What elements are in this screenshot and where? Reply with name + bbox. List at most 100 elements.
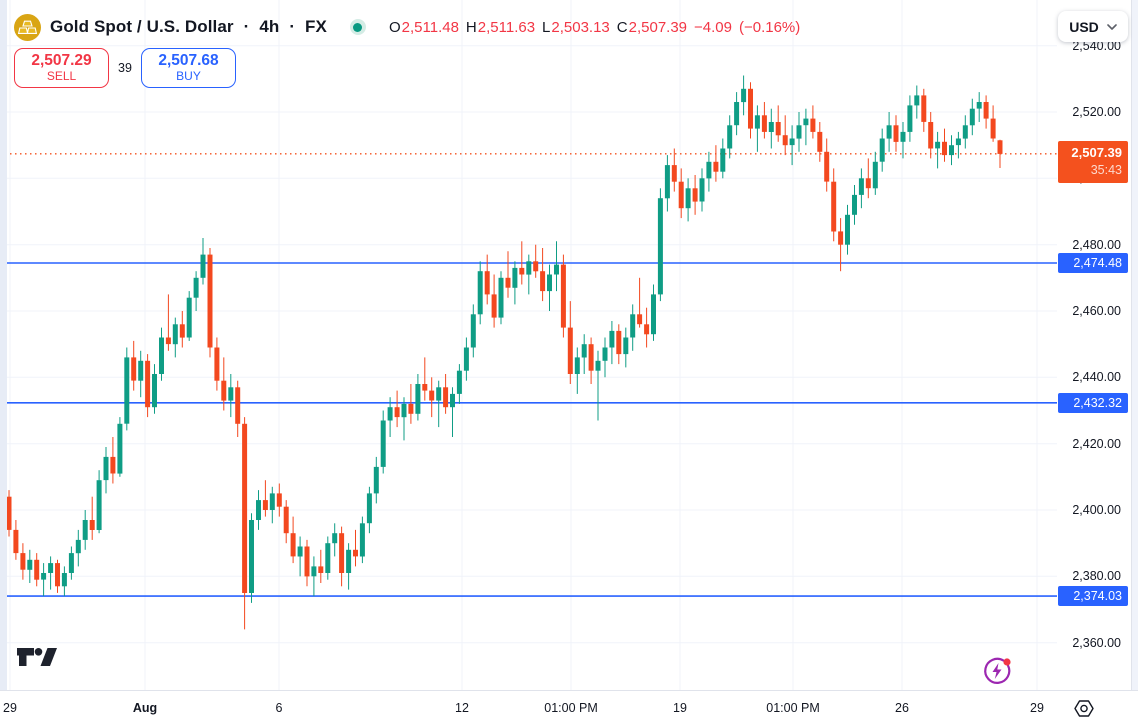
sell-label: SELL <box>46 69 77 83</box>
candle <box>401 403 407 418</box>
tradingview-logo[interactable] <box>17 648 57 677</box>
candle <box>477 271 483 315</box>
sell-button[interactable]: 2,507.29 SELL <box>14 48 109 88</box>
left-edge-strip <box>0 0 7 727</box>
currency-selector[interactable]: USD <box>1058 11 1128 42</box>
market-status-icon[interactable] <box>349 19 366 35</box>
candle <box>949 145 954 156</box>
time-tick: 01:00 PM <box>766 701 820 715</box>
candle <box>13 529 19 554</box>
candle <box>470 314 476 348</box>
candle <box>318 566 324 573</box>
price-tick: 2,440.00 <box>1072 370 1121 385</box>
candle <box>907 105 913 132</box>
candle <box>567 327 573 374</box>
notification-badge <box>1003 658 1011 666</box>
time-axis[interactable]: 29 Aug 6 12 01:00 PM 19 01:00 PM 26 29 <box>0 690 1138 727</box>
chart-settings-icon[interactable] <box>1074 700 1094 722</box>
candle <box>526 261 532 275</box>
candle <box>768 122 774 132</box>
level-price-label: 2,474.48 <box>1058 252 1128 273</box>
signal-lightning-icon[interactable] <box>981 655 1013 687</box>
price-tick: 2,400.00 <box>1072 503 1121 517</box>
candle <box>560 264 566 328</box>
candle <box>262 500 268 510</box>
price-tick: 2,460.00 <box>1072 304 1121 318</box>
candle <box>366 493 372 524</box>
candle <box>463 347 469 371</box>
candle <box>256 500 261 520</box>
candle <box>623 337 629 355</box>
symbol-title[interactable]: Gold Spot / U.S. Dollar <box>50 17 234 36</box>
candle <box>713 161 719 172</box>
candle <box>165 337 171 345</box>
candle <box>602 347 608 361</box>
symbol-legend: Gold Spot / U.S. Dollar · 4h · FX O 2,511… <box>14 12 800 42</box>
price-tick: 2,540.00 <box>1072 38 1121 53</box>
candle <box>373 466 379 494</box>
candle <box>796 125 802 139</box>
candle <box>630 314 636 338</box>
candle <box>644 324 650 335</box>
candle <box>297 546 303 557</box>
last-price-value: 2,507.39 <box>1071 145 1122 161</box>
candle <box>290 533 296 557</box>
candle <box>727 125 733 149</box>
candle <box>990 118 996 139</box>
candle <box>186 297 192 338</box>
gold-symbol-icon <box>14 13 41 41</box>
candle <box>914 95 920 106</box>
candle <box>921 95 927 122</box>
candle <box>962 125 968 139</box>
candle <box>436 387 442 401</box>
interval-label[interactable]: 4h <box>259 17 280 36</box>
candle <box>484 271 490 295</box>
candle <box>48 563 54 573</box>
candle <box>353 549 358 557</box>
candle <box>117 423 123 474</box>
candle <box>124 357 130 424</box>
candle <box>6 496 12 530</box>
candle <box>983 102 989 119</box>
candle <box>664 165 670 199</box>
exchange-label[interactable]: FX <box>305 17 327 36</box>
candle <box>228 387 234 401</box>
candlestick-chart[interactable] <box>0 0 1057 690</box>
candle <box>110 456 116 474</box>
candle <box>415 384 421 414</box>
candle <box>172 324 178 345</box>
candle <box>41 573 47 580</box>
candle <box>893 125 899 142</box>
right-scroll-strip[interactable] <box>1131 0 1138 727</box>
time-tick: 26 <box>895 701 909 715</box>
time-tick: Aug <box>132 701 158 715</box>
candle <box>803 118 809 126</box>
time-tick: 01:00 PM <box>544 701 598 715</box>
candle <box>595 360 601 371</box>
close-key: C <box>616 18 628 36</box>
candle <box>283 506 289 534</box>
candle <box>657 198 663 295</box>
candle <box>429 390 435 401</box>
candle <box>498 277 504 318</box>
price-axis[interactable]: 2,507.39 35:43 2,540.002,520.002,500.002… <box>1057 0 1131 690</box>
candle <box>554 264 559 275</box>
candle <box>997 140 1003 154</box>
buy-label: BUY <box>176 69 201 83</box>
candle <box>519 267 525 275</box>
candle <box>706 161 712 179</box>
candle <box>311 566 317 577</box>
candle <box>221 380 227 401</box>
currency-value: USD <box>1069 18 1099 35</box>
price-tick: 2,520.00 <box>1072 105 1121 119</box>
buy-button[interactable]: 2,507.68 BUY <box>141 48 236 88</box>
sell-price: 2,507.29 <box>31 52 92 70</box>
open-key: O <box>388 18 401 36</box>
candle <box>249 520 254 593</box>
time-tick: 12 <box>455 701 469 715</box>
candle <box>588 344 594 371</box>
time-tick: 6 <box>275 701 283 715</box>
candle <box>89 520 95 530</box>
time-tick: 29 <box>1030 701 1044 715</box>
